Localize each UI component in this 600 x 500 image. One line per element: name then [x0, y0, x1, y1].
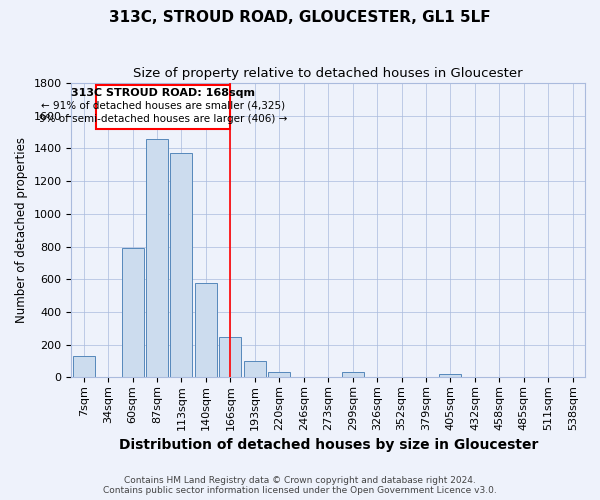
Bar — [268, 372, 290, 378]
Bar — [146, 138, 168, 378]
Bar — [122, 248, 143, 378]
Bar — [170, 154, 193, 378]
Text: Contains HM Land Registry data © Crown copyright and database right 2024.
Contai: Contains HM Land Registry data © Crown c… — [103, 476, 497, 495]
Text: ← 91% of detached houses are smaller (4,325): ← 91% of detached houses are smaller (4,… — [41, 101, 285, 111]
Bar — [439, 374, 461, 378]
Bar — [195, 282, 217, 378]
Text: 313C, STROUD ROAD, GLOUCESTER, GL1 5LF: 313C, STROUD ROAD, GLOUCESTER, GL1 5LF — [109, 10, 491, 25]
Bar — [73, 356, 95, 378]
Bar — [96, 84, 230, 129]
Title: Size of property relative to detached houses in Gloucester: Size of property relative to detached ho… — [133, 68, 523, 80]
Bar — [220, 336, 241, 378]
X-axis label: Distribution of detached houses by size in Gloucester: Distribution of detached houses by size … — [119, 438, 538, 452]
Bar — [244, 361, 266, 378]
Text: 9% of semi-detached houses are larger (406) →: 9% of semi-detached houses are larger (4… — [39, 114, 287, 124]
Y-axis label: Number of detached properties: Number of detached properties — [15, 137, 28, 323]
Bar — [341, 372, 364, 378]
Text: 313C STROUD ROAD: 168sqm: 313C STROUD ROAD: 168sqm — [71, 88, 255, 98]
